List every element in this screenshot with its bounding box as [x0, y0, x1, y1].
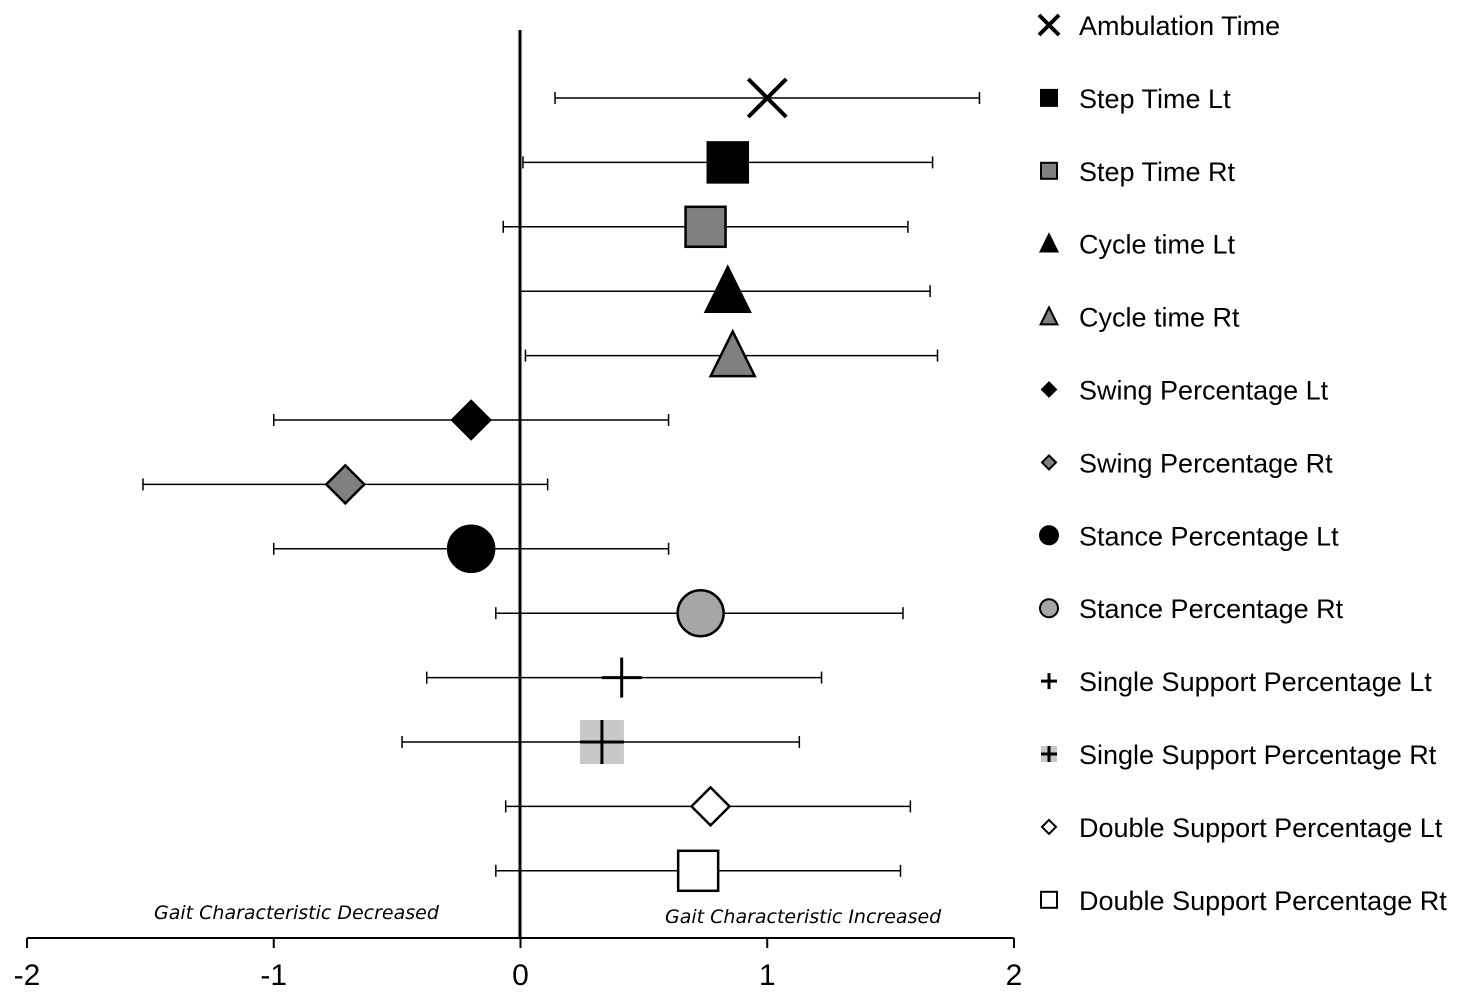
legend-marker	[1040, 890, 1058, 909]
data-point	[676, 849, 720, 893]
data-point	[324, 463, 367, 506]
legend-item: Stance Percentage Rt	[1039, 594, 1344, 624]
x-tick-label: 2	[1006, 959, 1023, 992]
legend-label: Ambulation Time	[1079, 11, 1280, 41]
legend-label: Stance Percentage Lt	[1079, 521, 1339, 551]
legend-marker	[1040, 161, 1058, 180]
legend-item: Stance Percentage Lt	[1039, 521, 1339, 551]
x-axis-ticks: -2 -1 0 1 2	[14, 938, 1023, 992]
legend-label: Double Support Percentage Rt	[1079, 886, 1447, 916]
data-point	[746, 77, 788, 119]
annotation-decreased: Gait Characteristic Decreased	[154, 902, 440, 924]
legend-marker	[1040, 88, 1058, 107]
confidence-interval-group	[142, 92, 981, 877]
legend-marker	[1038, 305, 1060, 326]
legend-label: Single Support Percentage Rt	[1079, 740, 1437, 770]
legend-item: Step Time Lt	[1040, 84, 1231, 114]
legend-label: Step Time Rt	[1079, 157, 1236, 187]
legend-label: Swing Percentage Lt	[1079, 376, 1329, 406]
data-point	[703, 264, 752, 313]
legend-marker	[1039, 598, 1059, 619]
point-estimate-group	[324, 77, 788, 893]
legend-item: Single Support Percentage Rt	[1041, 740, 1437, 770]
data-point	[450, 399, 492, 441]
legend-marker	[1041, 673, 1057, 690]
legend-item: Ambulation Time	[1037, 11, 1280, 41]
legend-item: Single Support Percentage Lt	[1041, 667, 1432, 697]
legend-label: Cycle time Lt	[1079, 230, 1236, 260]
legend-marker	[1038, 232, 1060, 253]
legend-label: Step Time Lt	[1079, 84, 1231, 114]
x-tick-label: -2	[14, 959, 41, 992]
data-point	[689, 785, 732, 828]
legend-item: Double Support Percentage Lt	[1040, 813, 1443, 843]
legend-label: Double Support Percentage Lt	[1079, 813, 1443, 843]
legend-item: Swing Percentage Lt	[1040, 376, 1329, 406]
annotation-increased: Gait Characteristic Increased	[665, 906, 942, 928]
legend-item: Cycle time Lt	[1038, 230, 1236, 260]
legend-marker	[1037, 13, 1061, 37]
legend-label: Single Support Percentage Lt	[1079, 667, 1432, 697]
data-point	[601, 657, 642, 698]
legend-label: Stance Percentage Rt	[1079, 594, 1344, 624]
data-point	[446, 524, 496, 574]
x-tick-label: 1	[759, 959, 776, 992]
legend-label: Cycle time Rt	[1079, 303, 1240, 333]
data-point	[684, 205, 727, 249]
data-point	[579, 720, 624, 764]
data-point	[708, 328, 757, 378]
legend-item: Cycle time Rt	[1038, 303, 1240, 333]
legend: Ambulation Time Step Time Lt Step Time Rt C…	[1037, 11, 1447, 916]
data-point	[676, 588, 725, 638]
x-tick-label: -1	[260, 959, 287, 992]
legend-label: Swing Percentage Rt	[1079, 448, 1333, 478]
legend-marker	[1040, 453, 1058, 471]
legend-marker	[1039, 525, 1059, 546]
legend-item: Step Time Rt	[1040, 157, 1236, 187]
legend-marker	[1041, 746, 1057, 762]
legend-item: Double Support Percentage Rt	[1040, 886, 1447, 916]
x-tick-label: 0	[512, 959, 529, 992]
data-point	[706, 141, 750, 184]
legend-marker	[1040, 381, 1058, 398]
legend-marker	[1040, 818, 1058, 836]
legend-item: Swing Percentage Rt	[1040, 448, 1333, 478]
